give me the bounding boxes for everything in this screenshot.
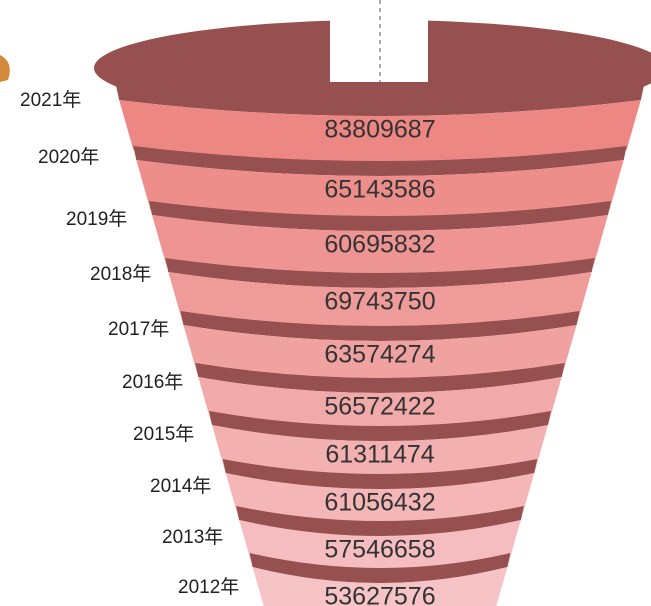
value-label: 63574274 — [324, 341, 435, 369]
band-back — [195, 363, 565, 393]
band-back — [249, 553, 511, 583]
value-label: 69743750 — [324, 288, 435, 316]
value-label: 57546658 — [324, 536, 435, 564]
band-back — [165, 258, 595, 288]
year-label: 2020年 — [38, 146, 99, 168]
year-label: 2021年 — [20, 89, 81, 111]
band — [168, 272, 592, 338]
year-label: 2015年 — [133, 423, 194, 445]
bands — [116, 86, 644, 606]
band-back — [236, 506, 524, 536]
value-label: 61311474 — [325, 441, 434, 469]
band — [136, 160, 624, 226]
year-label: 2014年 — [150, 475, 211, 497]
year-label: 2019年 — [66, 208, 127, 230]
band-back — [133, 146, 627, 176]
value-label: 60695832 — [324, 231, 435, 259]
rim-gap — [330, 0, 428, 82]
band-back — [116, 86, 644, 116]
year-label: 2012年 — [178, 576, 239, 598]
labels: 83809687 2021年 65143586 2020年 60695832 2019年 6… — [20, 89, 436, 606]
orange-blob — [0, 55, 10, 82]
value-label: 65143586 — [324, 176, 435, 204]
band-back — [180, 311, 580, 341]
band-back — [209, 411, 551, 441]
value-label: 61056432 — [324, 489, 435, 517]
year-label: 2017年 — [108, 318, 169, 340]
year-label: 2018年 — [90, 263, 151, 285]
value-label: 83809687 — [324, 116, 435, 144]
band — [252, 567, 508, 606]
band — [119, 100, 641, 166]
value-label: 53627576 — [324, 583, 435, 606]
year-label: 2016年 — [122, 371, 183, 393]
year-label: 2013年 — [162, 526, 223, 548]
band-back — [149, 201, 611, 231]
band — [152, 215, 608, 281]
value-label: 56572422 — [324, 393, 435, 421]
band-back — [222, 459, 538, 489]
